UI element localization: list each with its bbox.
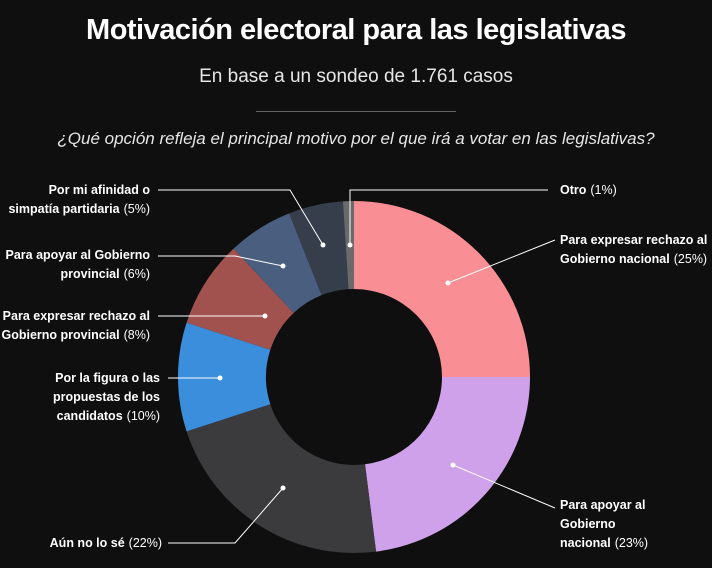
leader-dot — [280, 485, 286, 491]
segment-label: Para expresar rechazo al Gobierno nacion… — [560, 231, 710, 269]
question: ¿Qué opción refleja el principal motivo … — [57, 129, 655, 148]
donut-segment — [365, 377, 530, 552]
segment-label: Por mi afinidad o simpatía partidaria (5%… — [0, 181, 150, 219]
value-label: (5%) — [123, 202, 150, 216]
value-label: (1%) — [590, 183, 617, 197]
value-label: (6%) — [123, 267, 150, 281]
leader-line — [349, 189, 548, 245]
segment-label: Aún no lo sé (22%) — [12, 534, 162, 553]
segment-label: Por la figura o las propuestas de los ca… — [20, 369, 160, 426]
leader-line — [158, 255, 284, 267]
label-name: Para apoyar al Gobierno provincial — [5, 248, 151, 281]
segment-label: Para expresar rechazo al Gobierno provin… — [0, 307, 150, 345]
label-name: Por mi afinidad o simpatía partidaria — [8, 183, 150, 216]
label-name: Otro — [560, 183, 587, 197]
title: Motivación electoral para las legislativ… — [86, 14, 626, 46]
label-name: Para apoyar al Gobierno nacional — [560, 498, 646, 550]
leader-line — [452, 464, 556, 509]
subtitle: En base a un sondeo de 1.761 casos — [199, 66, 513, 87]
leader-dot — [280, 263, 286, 269]
donut-segment — [289, 201, 349, 296]
segment-label: Para apoyar al Gobierno provincial (6%) — [0, 246, 151, 284]
leader-dot — [445, 280, 451, 286]
leader-line — [447, 239, 556, 284]
donut-segment — [178, 322, 271, 432]
leader-dot — [450, 462, 456, 468]
value-label: (10%) — [126, 409, 160, 423]
leader-dot — [262, 313, 268, 319]
label-name: Para expresar rechazo al Gobierno nacion… — [560, 233, 708, 266]
value-label: (22%) — [128, 536, 162, 550]
segment-label: Otro (1%) — [560, 181, 710, 200]
segment-label: Para apoyar al Gobierno nacional (23%) — [560, 496, 700, 553]
label-name: Aún no lo sé — [49, 536, 125, 550]
value-label: (23%) — [614, 536, 649, 550]
value-label: (25%) — [673, 252, 708, 266]
value-label: (8%) — [123, 328, 150, 342]
donut-segment — [354, 201, 530, 377]
donut-segment — [233, 213, 322, 313]
separator — [256, 111, 456, 112]
leader-dot — [320, 242, 326, 248]
leader-dot — [217, 375, 223, 381]
donut-segment — [186, 404, 377, 553]
donut-segment — [186, 248, 294, 350]
leader-dot — [347, 242, 353, 248]
leader-line — [168, 487, 284, 544]
label-name: Por la figura o las propuestas de los ca… — [53, 371, 160, 423]
leader-line — [158, 189, 324, 246]
label-name: Para expresar rechazo al Gobierno provin… — [1, 309, 150, 342]
